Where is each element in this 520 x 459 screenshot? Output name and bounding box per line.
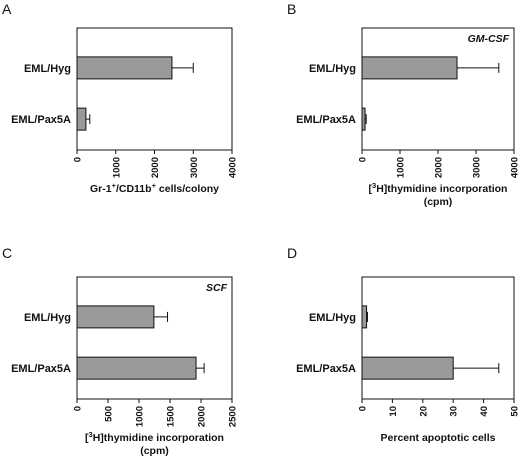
x-tick-label: 2000 (434, 157, 445, 178)
x-tick-label: 3000 (472, 157, 483, 178)
category-label: EML/Hyg (24, 312, 71, 324)
plot-frame (76, 27, 233, 151)
x-tick-label: 40 (479, 406, 490, 417)
x-tick-label: 30 (449, 406, 460, 417)
bar-eml-pax5a (361, 107, 366, 131)
category-label: EML/Pax5A (11, 114, 71, 126)
plot-frame (361, 276, 515, 400)
plot-frame (76, 276, 233, 400)
panel-letter: B (287, 1, 296, 17)
x-tick-label: 500 (104, 406, 115, 422)
x-tick-label: 1000 (111, 157, 122, 178)
plot-frame (361, 27, 515, 151)
x-tick-label: 1000 (396, 157, 407, 178)
bar-eml-pax5a (76, 107, 87, 131)
bar-eml-hyg (76, 56, 173, 80)
x-axis-label: [3H]thymidine incorporation (85, 430, 224, 445)
x-tick-label: 2000 (150, 157, 161, 178)
x-tick-label: 20 (418, 406, 429, 417)
category-label: EML/Hyg (309, 312, 356, 324)
panel-c: C SCF EML/Hyg EML/Pax5A 0 500 1000 1500 2000 2500… (2, 245, 239, 457)
category-label: EML/Hyg (309, 63, 356, 75)
x-tick-label: 1500 (166, 406, 177, 427)
x-axis-label: Gr-1+/CD11b+ cells/colony (90, 181, 219, 196)
x-axis-label: (cpm) (140, 445, 169, 457)
panel-b: B GM-CSF EML/Hyg EML/Pax5A 0 1000 2000 3000 4000… (287, 1, 520, 208)
condition-label: GM-CSF (468, 33, 510, 45)
x-tick-label: 0 (73, 157, 84, 162)
x-axis-label: Percent apoptotic cells (381, 432, 496, 444)
x-tick-label: 1000 (135, 406, 146, 427)
category-label: EML/Pax5A (296, 363, 356, 375)
panel-letter: C (2, 245, 12, 261)
x-tick-label: 4000 (510, 157, 520, 178)
category-label: EML/Hyg (24, 63, 71, 75)
x-tick-label: 0 (358, 406, 369, 411)
bar-eml-pax5a (361, 356, 454, 380)
bar-eml-hyg (361, 56, 458, 80)
x-tick-label: 0 (73, 406, 84, 411)
bar-eml-hyg (76, 305, 155, 329)
panel-a: A EML/Hyg EML/Pax5A 0 1000 2000 3000 4000 Gr-1+/… (2, 1, 239, 195)
x-tick-label: 0 (358, 157, 369, 162)
panel-letter: D (287, 245, 297, 261)
bar-eml-hyg (361, 305, 368, 329)
x-tick-label: 3000 (189, 157, 200, 178)
x-axis-label: (cpm) (424, 196, 453, 208)
bar-eml-pax5a (76, 356, 197, 380)
condition-label: SCF (206, 282, 228, 294)
x-tick-label: 10 (388, 406, 399, 417)
x-tick-label: 4000 (228, 157, 239, 178)
panel-d: D EML/Hyg EML/Pax5A 0 10 20 30 40 50 Percent apop… (287, 245, 520, 444)
x-tick-label: 2500 (228, 406, 239, 427)
x-tick-label: 50 (510, 406, 520, 417)
x-tick-label: 2000 (197, 406, 208, 427)
category-label: EML/Pax5A (296, 114, 356, 126)
category-label: EML/Pax5A (11, 363, 71, 375)
panel-letter: A (2, 1, 12, 17)
x-axis-label: [3H]thymidine incorporation (369, 181, 508, 196)
